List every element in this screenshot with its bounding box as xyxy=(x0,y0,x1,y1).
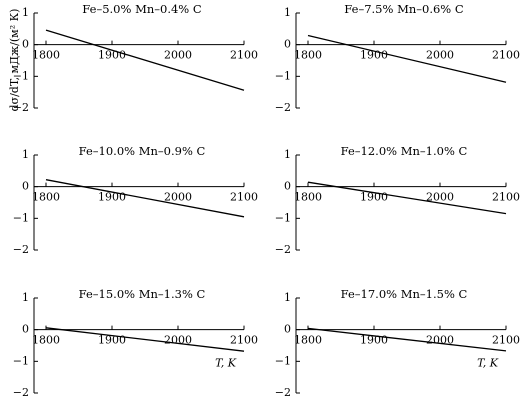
y-tick-label: −1 xyxy=(13,354,29,367)
x-tick-label: 2000 xyxy=(426,334,454,347)
x-tick-label: 2000 xyxy=(164,191,192,204)
panel-title: Fe–5.0% Mn–0.4% C xyxy=(82,2,202,16)
y-tick-label: 1 xyxy=(284,148,291,161)
y-tick-label: 0 xyxy=(22,38,29,51)
panel-title: Fe–7.5% Mn–0.6% C xyxy=(344,2,464,16)
x-tick-label: 1800 xyxy=(294,191,322,204)
y-tick-label: −1 xyxy=(275,354,291,367)
x-tick-label: 2100 xyxy=(230,49,258,62)
x-axis-label: T, K xyxy=(477,357,499,370)
y-tick-label: −2 xyxy=(13,243,29,256)
x-tick-label: 2100 xyxy=(492,49,520,62)
x-tick-label: 1900 xyxy=(360,49,388,62)
x-tick-label: 1800 xyxy=(294,334,322,347)
y-tick-label: 0 xyxy=(22,180,29,193)
x-tick-label: 1800 xyxy=(32,191,60,204)
panel-title: Fe–10.0% Mn–0.9% C xyxy=(79,144,206,158)
series-line xyxy=(307,34,507,83)
y-tick-label: −1 xyxy=(275,69,291,82)
y-tick-label: 0 xyxy=(284,38,291,51)
x-tick-label: 2100 xyxy=(230,334,258,347)
x-tick-label: 2000 xyxy=(164,334,192,347)
y-tick-label: 1 xyxy=(22,6,29,19)
x-tick-label: 2000 xyxy=(164,49,192,62)
x-tick-label: 1800 xyxy=(294,49,322,62)
y-tick-label: 0 xyxy=(284,180,291,193)
y-tick-label: −2 xyxy=(13,101,29,114)
panels: 1 0 −1 −2 1800 1900 2000 2100 Fe–5.0% Mn–0.4% C 1… xyxy=(13,2,520,399)
x-tick-label: 2000 xyxy=(426,49,454,62)
x-tick-label: 2000 xyxy=(426,191,454,204)
y-tick-label: −2 xyxy=(275,386,291,399)
panel-title: Fe–12.0% Mn–1.0% C xyxy=(341,144,468,158)
y-tick-label: −1 xyxy=(275,211,291,224)
chart-panel: 1 0 −1 −2 1800 1900 2000 2100 Fe–7.5% Mn–0.6% C xyxy=(275,2,520,114)
y-tick-label: −2 xyxy=(13,386,29,399)
y-tick-label: −1 xyxy=(13,69,29,82)
x-axis-label: T, K xyxy=(215,357,237,370)
x-tick-label: 1800 xyxy=(32,334,60,347)
panel-title: Fe–17.0% Mn–1.5% C xyxy=(341,287,468,301)
panel-title: Fe–15.0% Mn–1.3% C xyxy=(79,287,206,301)
y-tick-label: −1 xyxy=(13,211,29,224)
series-line xyxy=(45,327,245,352)
series-line xyxy=(45,179,245,218)
y-tick-label: 1 xyxy=(284,291,291,304)
y-tick-label: −2 xyxy=(275,243,291,256)
x-tick-label: 2100 xyxy=(230,191,258,204)
y-tick-label: 0 xyxy=(22,323,29,336)
x-tick-label: 2100 xyxy=(492,334,520,347)
y-tick-label: 1 xyxy=(284,6,291,19)
y-tick-label: −2 xyxy=(275,101,291,114)
series-line xyxy=(307,327,507,352)
y-tick-label: 0 xyxy=(284,323,291,336)
y-tick-label: 1 xyxy=(22,148,29,161)
x-tick-label: 1800 xyxy=(32,49,60,62)
series-line xyxy=(45,29,245,91)
y-tick-label: 1 xyxy=(22,291,29,304)
y-axis-label: dσ/dT, мДж/(м² К) xyxy=(8,9,21,112)
series-line xyxy=(307,181,507,215)
x-tick-label: 2100 xyxy=(492,191,520,204)
